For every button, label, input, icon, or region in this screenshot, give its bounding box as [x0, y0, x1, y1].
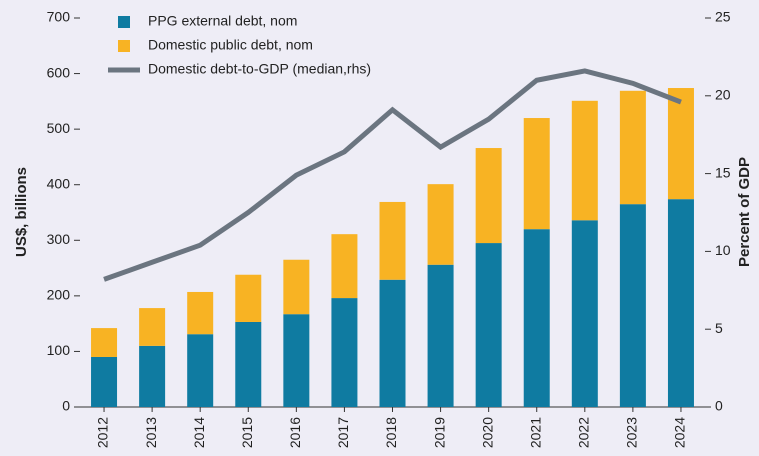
bar: [187, 291, 214, 335]
y2-tick-label: 15: [715, 164, 731, 180]
bar: [667, 199, 694, 407]
legend-label: PPG external debt, nom: [148, 13, 297, 29]
y2-tick-label: 20: [715, 87, 731, 103]
bar: [91, 328, 118, 357]
y-tick-label: 500: [47, 120, 71, 136]
legend-swatch: [118, 40, 130, 52]
y2-tick-label: 10: [715, 242, 731, 258]
x-tick-label: 2018: [383, 417, 399, 448]
x-tick-label: 2019: [431, 417, 447, 448]
bar: [379, 201, 406, 280]
bar: [619, 90, 646, 205]
x-tick-label: 2024: [672, 417, 688, 448]
y-tick-label: 200: [47, 287, 71, 303]
bar: [139, 308, 166, 346]
bar: [235, 321, 262, 407]
bar: [331, 234, 358, 299]
bar: [427, 264, 454, 407]
y2-tick-label: 5: [715, 320, 723, 336]
bar: [523, 118, 550, 230]
y-tick-label: 100: [47, 342, 71, 358]
x-tick-label: 2023: [624, 417, 640, 448]
legend-swatch: [118, 16, 130, 28]
x-tick-label: 2014: [191, 417, 207, 448]
x-tick-label: 2021: [527, 417, 543, 448]
x-tick-label: 2015: [239, 417, 255, 448]
y2-tick-label: 0: [715, 398, 723, 414]
bar: [283, 259, 310, 315]
bar: [91, 356, 118, 407]
bar: [475, 243, 502, 407]
bar: [331, 298, 358, 407]
y-tick-label: 300: [47, 231, 71, 247]
x-tick-label: 2016: [287, 417, 303, 448]
line: [103, 68, 682, 282]
y-tick-label: 0: [62, 398, 70, 414]
x-tick-label: 2020: [479, 417, 495, 448]
y-tick-label: 400: [47, 175, 71, 191]
bar: [235, 274, 262, 322]
x-tick-label: 2012: [95, 417, 111, 448]
x-tick-label: 2022: [576, 417, 592, 448]
x-tick-label: 2013: [143, 417, 159, 448]
bar: [427, 184, 454, 265]
bar: [187, 334, 214, 407]
bar: [619, 204, 646, 407]
bar: [139, 345, 166, 407]
bar: [379, 279, 406, 407]
y2-tick-label: 25: [715, 9, 731, 25]
bar: [667, 88, 694, 200]
y-tick-label: 700: [47, 9, 71, 25]
y2-axis-title: Percent of GDP: [736, 157, 753, 267]
bar: [571, 220, 598, 407]
bar: [523, 229, 550, 407]
bar: [283, 314, 310, 407]
y-axis-title: US$, billions: [13, 167, 30, 257]
legend-label: Domestic debt-to-GDP (median,rhs): [148, 61, 371, 77]
bar: [571, 100, 598, 221]
x-tick-label: 2017: [335, 417, 351, 448]
y-tick-label: 600: [47, 64, 71, 80]
legend-label: Domestic public debt, nom: [148, 37, 313, 53]
bar: [475, 148, 502, 244]
